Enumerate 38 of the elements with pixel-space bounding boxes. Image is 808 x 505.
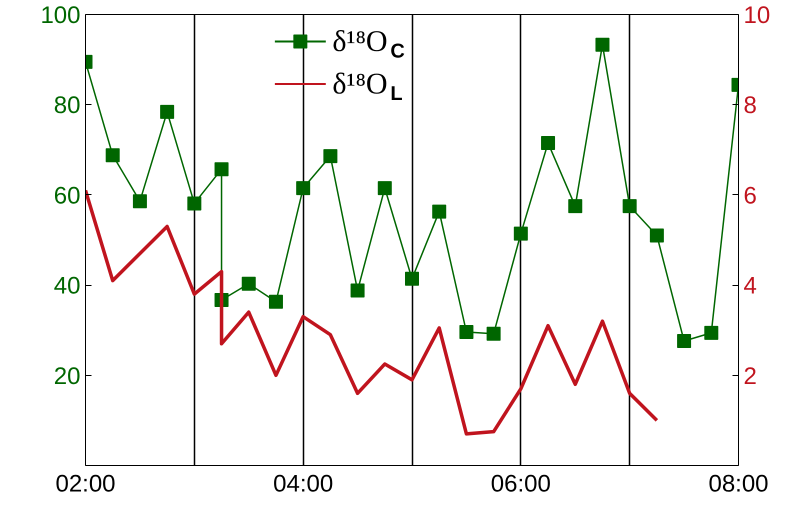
point [296, 181, 310, 196]
point [323, 149, 338, 164]
point [486, 326, 501, 341]
point [432, 204, 446, 219]
x-tick-label: 04:00 [273, 470, 334, 498]
y2-tick-label: 4 [744, 272, 757, 300]
line-series [86, 188, 659, 436]
point [595, 38, 610, 52]
y2-tick-label: 6 [744, 182, 757, 210]
point [541, 136, 556, 150]
point [568, 199, 582, 214]
x-tick-label: 02:00 [55, 470, 116, 498]
y-tick-label: 20 [54, 362, 81, 390]
point [242, 276, 256, 291]
point [106, 148, 120, 162]
point [350, 284, 365, 298]
y2-tick-label: 10 [744, 2, 770, 29]
point [622, 199, 637, 214]
y-tick-label: 40 [54, 272, 81, 300]
y2-tick-label: 8 [744, 92, 757, 120]
point [160, 104, 174, 119]
point [214, 162, 229, 176]
point [677, 334, 692, 348]
point [378, 181, 392, 196]
point [514, 226, 528, 241]
point [187, 196, 202, 210]
y2-tick-label: 2 [744, 362, 757, 390]
y-tick-label: 80 [54, 92, 81, 120]
point [268, 294, 283, 309]
y-tick-label: 100 [40, 2, 81, 29]
point [704, 326, 718, 340]
x-tick-label: 08:00 [708, 470, 769, 498]
point [459, 325, 474, 340]
point [405, 272, 419, 286]
point [650, 228, 664, 242]
point [132, 194, 147, 208]
x-tick-label: 06:00 [490, 470, 551, 498]
y-tick-label: 60 [54, 182, 81, 210]
